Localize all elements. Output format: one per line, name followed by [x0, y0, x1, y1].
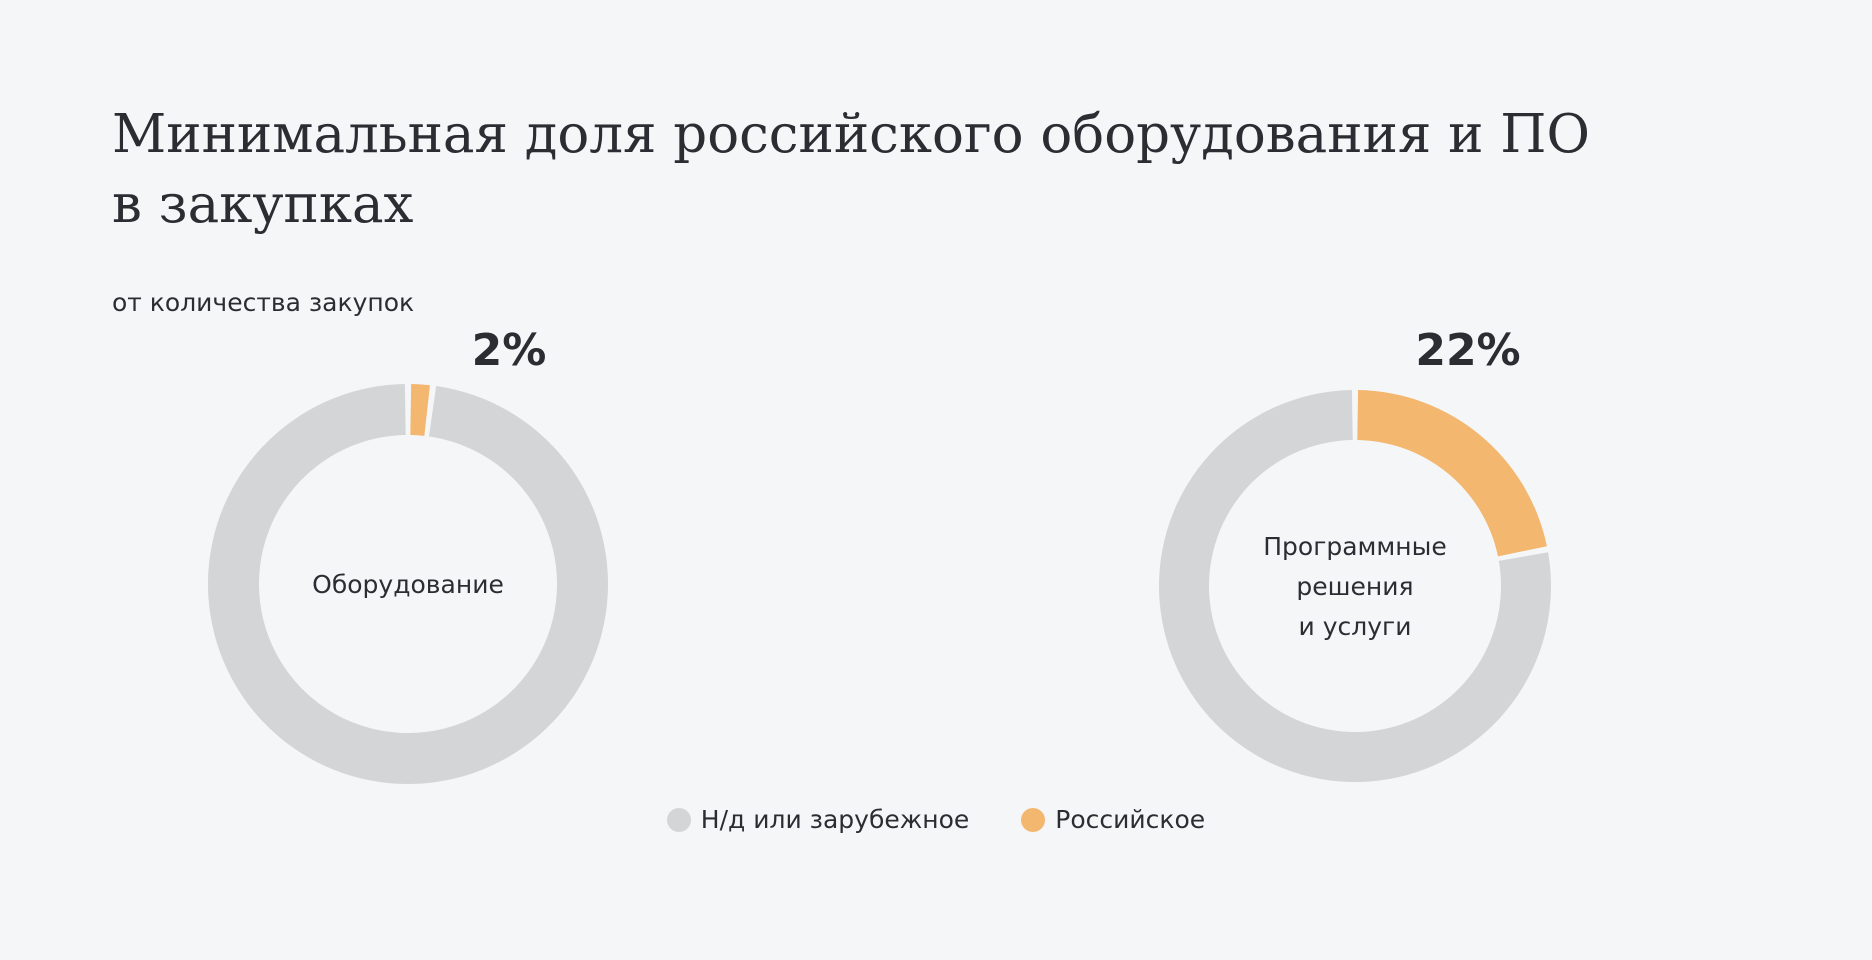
legend-marker-foreign [666, 808, 691, 832]
chart-title: Минимальная доля российского оборудовани… [112, 100, 1612, 240]
chart-title-line-1: Минимальная доля российского оборудовани… [112, 104, 1590, 165]
legend: Н/д или зарубежное Российское [0, 800, 1872, 840]
legend-item-foreign: Н/д или зарубежное [666, 800, 970, 840]
donut-1-percent-label: 2% [472, 325, 547, 376]
donut-2-center-label-line-1: Программные [1263, 532, 1446, 561]
legend-label-foreign: Н/д или зарубежное [700, 805, 970, 834]
donut-2-center-label-line-3: и услуги [1299, 612, 1412, 641]
chart-title-line-2: в закупках [112, 174, 414, 235]
legend-marker-russian [1021, 808, 1046, 832]
donut-1-center-label-line-1: Оборудование [312, 570, 504, 599]
donut-2-slice-russian [1357, 390, 1547, 557]
donut-2-percent-label: 22% [1415, 325, 1520, 376]
donut-1-slice-russian [410, 384, 430, 436]
chart-subtitle: от количества закупок [112, 288, 415, 317]
donut-2-center-label-line-2: решения [1296, 572, 1413, 601]
legend-item-russian: Российское [1021, 800, 1205, 840]
legend-label-russian: Российское [1055, 805, 1206, 834]
